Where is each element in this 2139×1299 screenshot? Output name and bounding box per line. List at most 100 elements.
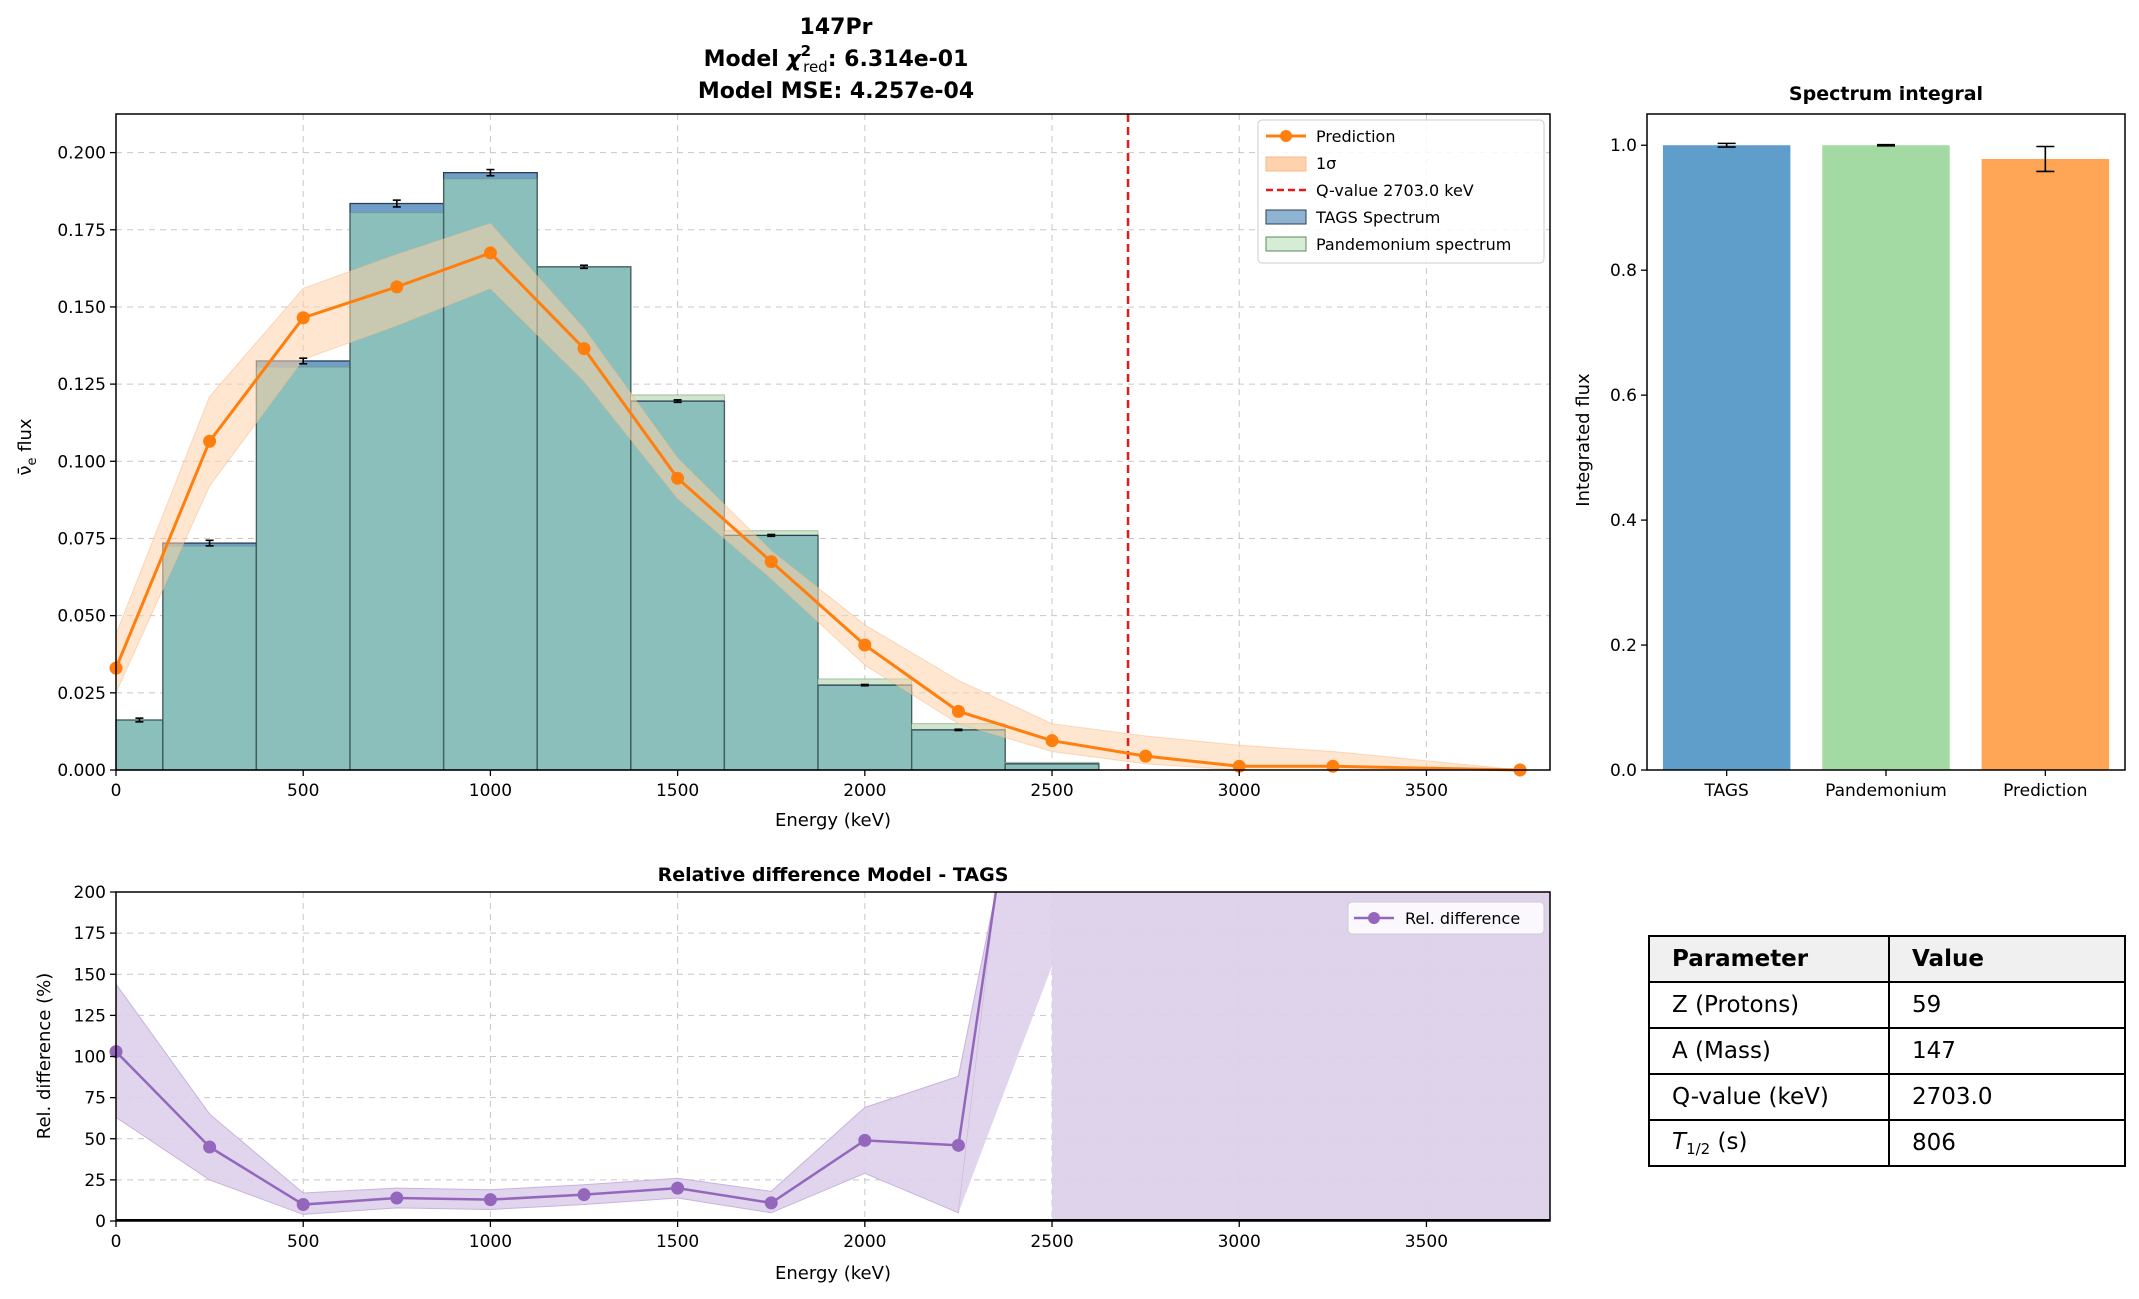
main-title-value: : 6.314e-01 xyxy=(828,47,969,72)
reldiff-point xyxy=(296,1198,310,1212)
prediction-point xyxy=(1139,749,1153,763)
y-tick-label: 175 xyxy=(74,924,106,944)
integral-bar xyxy=(1822,145,1950,770)
prediction-point xyxy=(1326,759,1340,773)
reldiff-point xyxy=(390,1191,404,1205)
main-title-chi: χ xyxy=(784,47,802,72)
reldiff-point xyxy=(858,1133,872,1147)
reldiff-band-region xyxy=(115,891,997,1215)
y-tick-label: 100 xyxy=(74,1048,106,1068)
legend-pandemonium-swatch xyxy=(1265,236,1307,252)
spectrum-y-label: ν̄e flux xyxy=(15,418,40,476)
reldiff-point xyxy=(764,1196,778,1210)
integral-bar xyxy=(1981,158,2110,771)
spectrum-y-ticks: 0.000 0.025 0.050 0.075 0.100 0.125 0.150 0.175… xyxy=(57,144,116,781)
prediction-point xyxy=(764,555,778,569)
table-header-value: Value xyxy=(1888,935,2126,983)
reldiff-plot: Relative difference Model - TAGS 0 500 100… xyxy=(34,864,1551,1284)
prediction-point xyxy=(577,342,591,356)
reldiff-y-ticks: 0 25 50 75 100 125 150 175 200 xyxy=(74,883,116,1232)
x-tick-label: 2000 xyxy=(843,781,886,801)
x-tick-label: 500 xyxy=(287,1232,319,1252)
reldiff-point xyxy=(671,1181,685,1195)
x-tick-label: 1500 xyxy=(656,1232,699,1252)
table-row: T1/2 (s) 806 xyxy=(1648,1119,2126,1167)
x-tick-label: 500 xyxy=(287,781,319,801)
integral-x-ticks: TAGS Pandemonium Prediction xyxy=(1703,770,2088,801)
x-tick-label: 3500 xyxy=(1405,1232,1448,1252)
tags-bar-excess xyxy=(350,203,444,213)
y-tick-label: 0.200 xyxy=(57,144,106,164)
y-tick-label: 0.175 xyxy=(57,221,106,241)
main-title-sup: 2 xyxy=(801,42,811,60)
x-tick-label: 1000 xyxy=(469,781,512,801)
x-tick-label: 2000 xyxy=(843,1232,886,1252)
legend-reldiff-label: Rel. difference xyxy=(1405,909,1520,928)
overlap-bar xyxy=(1005,763,1099,770)
main-title-prefix: Model xyxy=(704,47,787,72)
y-tick-label: 0.8 xyxy=(1610,261,1637,281)
table-cell-param: T1/2 (s) xyxy=(1648,1119,1890,1167)
y-tick-label: 125 xyxy=(74,1006,106,1026)
spectrum-y-label-sub: e xyxy=(25,458,40,466)
main-title-line3: Model MSE: 4.257e-04 xyxy=(698,79,974,104)
y-tick-label: 0.0 xyxy=(1610,761,1637,781)
integral-bars xyxy=(1662,142,2110,771)
table-cell-value: 59 xyxy=(1888,981,2126,1029)
spectrum-frame xyxy=(115,113,1551,771)
reldiff-legend-box xyxy=(1347,901,1545,935)
legend-tags-swatch xyxy=(1265,209,1307,225)
y-tick-label: 0.6 xyxy=(1610,386,1637,406)
y-tick-label: 200 xyxy=(74,883,106,903)
half-life-sub: 1/2 xyxy=(1686,1139,1711,1158)
y-tick-label: 0.100 xyxy=(57,452,106,472)
x-tick-label: Pandemonium xyxy=(1825,781,1947,801)
table-cell-value: 806 xyxy=(1888,1119,2126,1167)
overlap-bar xyxy=(818,685,912,770)
main-title-line1: 147Pr xyxy=(800,15,873,40)
prediction-point xyxy=(951,704,965,718)
prediction-point xyxy=(483,246,497,260)
reldiff-point xyxy=(203,1140,217,1154)
table-row: A (Mass) 147 xyxy=(1648,1027,2126,1075)
legend-qvalue-label: Q-value 2703.0 keV xyxy=(1316,181,1474,200)
legend-tags-label: TAGS Spectrum xyxy=(1315,208,1440,227)
x-tick-label: 2500 xyxy=(1030,781,1073,801)
legend-reldiff-marker xyxy=(1368,912,1380,924)
overlap-bar xyxy=(911,729,1006,770)
y-tick-label: 75 xyxy=(84,1089,106,1109)
y-tick-label: 25 xyxy=(84,1171,106,1191)
legend-pandemonium-label: Pandemonium spectrum xyxy=(1316,235,1511,254)
integral-plot: Spectrum integral 0.0 0.2 0.4 0.6 0.8 1.0 TAG… xyxy=(1573,83,2126,801)
main-title-sub: red xyxy=(803,58,828,76)
y-tick-label: 0 xyxy=(95,1212,106,1232)
y-tick-label: 0.050 xyxy=(57,607,106,627)
pandemonium-bar-excess xyxy=(818,678,912,686)
y-tick-label: 0.125 xyxy=(57,375,106,395)
reldiff-point xyxy=(951,1138,965,1152)
y-tick-label: 0.075 xyxy=(57,529,106,549)
overlap-bar xyxy=(256,367,351,770)
x-tick-label: 3500 xyxy=(1405,781,1448,801)
reldiff-legend: Rel. difference xyxy=(1347,901,1545,935)
prediction-point xyxy=(671,471,685,485)
spectrum-legend-box xyxy=(1257,119,1545,264)
pandemonium-bar-excess xyxy=(724,530,819,536)
x-tick-label: 3000 xyxy=(1218,1232,1261,1252)
table-row: Q-value (keV) 2703.0 xyxy=(1648,1073,2126,1121)
spectrum-y-label-suffix: flux xyxy=(15,418,36,457)
y-tick-label: 150 xyxy=(74,965,106,985)
table-cell-param: Q-value (keV) xyxy=(1648,1073,1890,1121)
pandemonium-bar-excess xyxy=(630,394,725,402)
reldiff-band xyxy=(115,891,1550,1221)
integral-y-ticks: 0.0 0.2 0.4 0.6 0.8 1.0 xyxy=(1610,136,1647,781)
spectrum-y-label-nu: ν̄ xyxy=(15,466,36,476)
reldiff-x-label: Energy (keV) xyxy=(775,1263,891,1284)
pandemonium-bar-excess xyxy=(911,723,1006,730)
reldiff-point xyxy=(577,1188,591,1202)
legend-prediction-label: Prediction xyxy=(1316,127,1395,146)
x-tick-label: 2500 xyxy=(1030,1232,1073,1252)
spectrum-x-ticks: 0 500 1000 1500 2000 2500 3000 3500 xyxy=(111,770,1448,801)
spectrum-x-label: Energy (keV) xyxy=(775,810,891,831)
table-header-parameter: Parameter xyxy=(1648,935,1890,983)
